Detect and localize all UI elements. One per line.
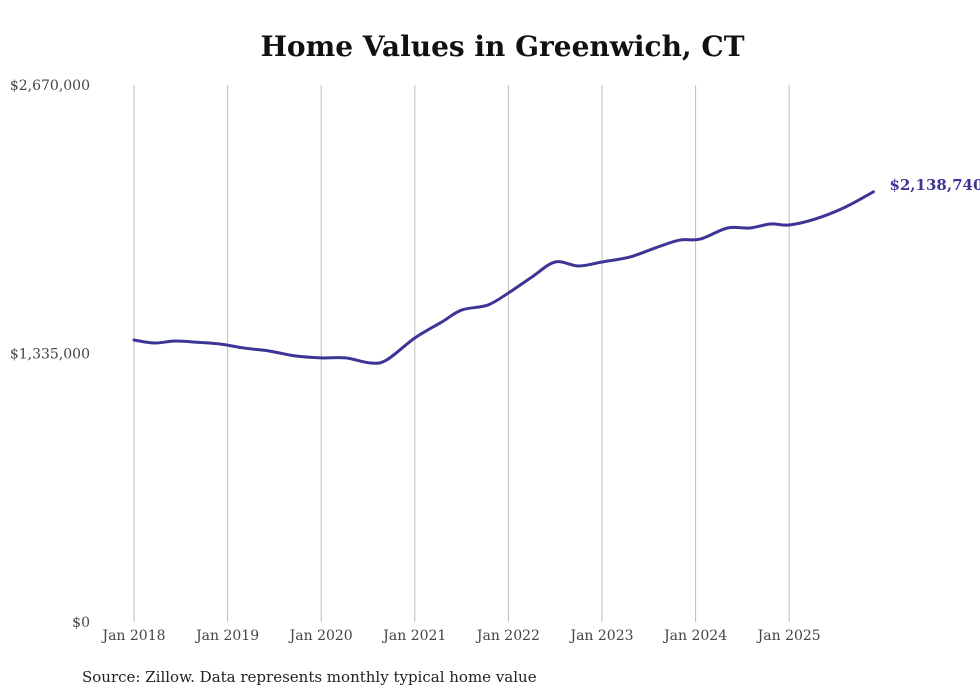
x-tick-label: Jan 2024 <box>662 628 727 644</box>
y-tick-label: $0 <box>72 615 90 631</box>
x-tick-label: Jan 2020 <box>288 628 353 644</box>
series-line <box>132 190 875 365</box>
x-tick-label: Jan 2025 <box>756 628 821 644</box>
x-tick-label: Jan 2019 <box>194 628 259 644</box>
chart-title: Home Values in Greenwich, CT <box>260 30 745 63</box>
x-tick-label: Jan 2023 <box>568 628 633 644</box>
x-tick-label: Jan 2018 <box>100 628 165 644</box>
x-tick-label: Jan 2022 <box>475 628 540 644</box>
end-value-label: $2,138,740 <box>889 176 980 194</box>
source-note: Source: Zillow. Data represents monthly … <box>82 668 537 686</box>
y-tick-label: $2,670,000 <box>10 78 90 94</box>
x-tick-label: Jan 2021 <box>381 628 446 644</box>
y-tick-label: $1,335,000 <box>10 347 90 363</box>
